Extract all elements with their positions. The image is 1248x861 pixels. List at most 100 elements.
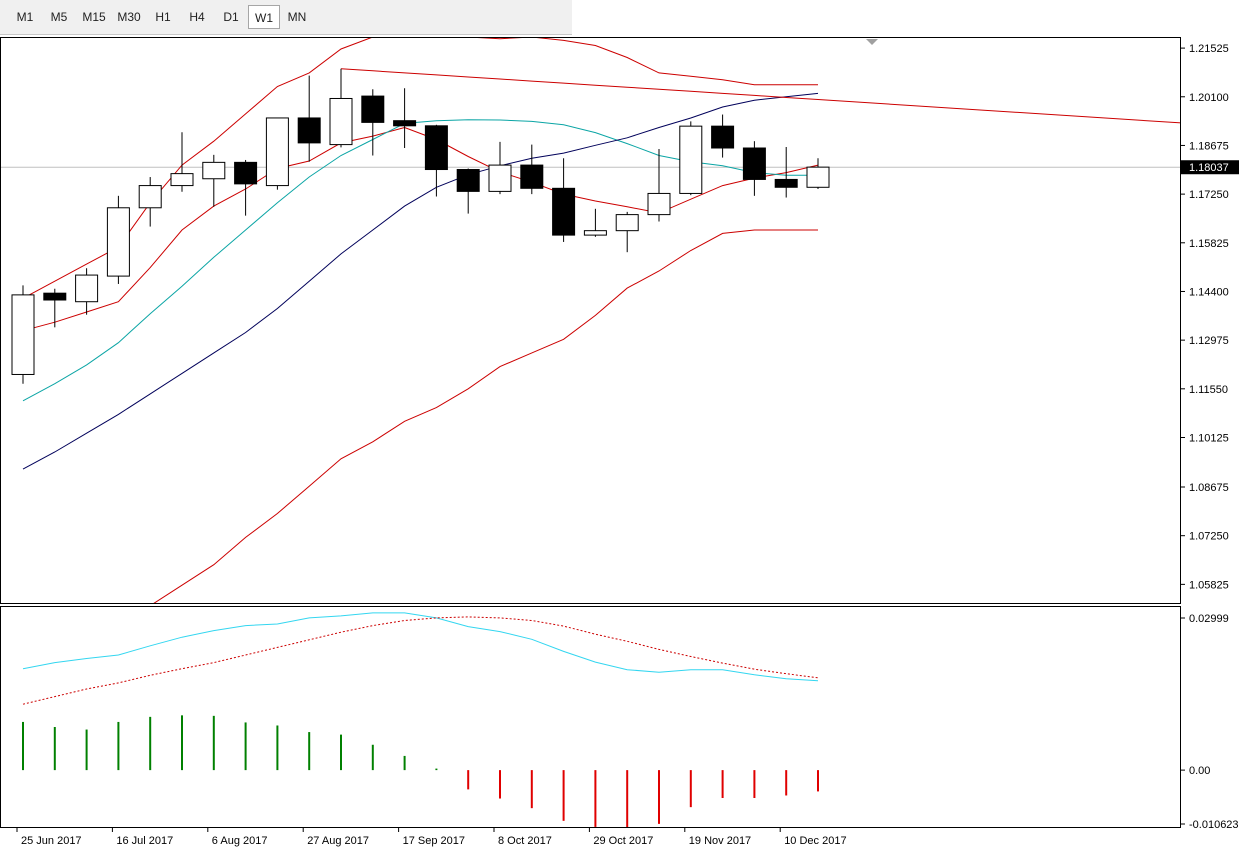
candle-body [552, 187, 576, 236]
candle[interactable] [297, 75, 321, 162]
overlay-line-0 [22, 126, 819, 332]
candle-body [456, 169, 480, 192]
timeframe-w1-button[interactable]: W1 [248, 5, 280, 29]
date-tick-label: 6 Aug 2017 [212, 835, 268, 847]
candle-body [711, 125, 735, 149]
candle[interactable] [234, 159, 258, 216]
overlay-line-4 [22, 92, 819, 470]
candle[interactable] [488, 141, 512, 195]
candle-body [647, 192, 671, 216]
candle[interactable] [11, 285, 35, 384]
oscillator-line-0 [22, 612, 819, 682]
timeframe-m30-button[interactable]: M30 [117, 10, 141, 24]
candle-body [265, 117, 289, 187]
price-tick-label: 1.15825 [1189, 238, 1229, 250]
price-tick-label: 1.12975 [1189, 335, 1229, 347]
date-tick-label: 29 Oct 2017 [593, 835, 653, 847]
candle-body [75, 274, 99, 303]
candle-body [361, 95, 385, 123]
oscillator-line-1 [22, 616, 819, 705]
candle[interactable] [711, 114, 735, 158]
candle-body [774, 178, 798, 188]
candle[interactable] [329, 68, 353, 148]
date-tick-label: 27 Aug 2017 [307, 835, 369, 847]
price-chart-svg[interactable]: 1.21525 1.20100 1.18675 1.17250 1.15825 1.144… [0, 34, 1248, 856]
price-tick-label: 1.18675 [1189, 140, 1229, 152]
candle-body [297, 117, 321, 144]
price-tick-label: 1.14400 [1189, 286, 1229, 298]
timeframe-h4-button[interactable]: H4 [189, 10, 205, 24]
candle-body [742, 147, 766, 180]
oscillator-tick-label: 0.00 [1189, 765, 1210, 777]
candle[interactable] [742, 141, 766, 196]
timeframe-h1-button[interactable]: H1 [155, 10, 171, 24]
candle[interactable] [774, 146, 798, 198]
price-pane-frame [0, 37, 1181, 604]
date-tick-label: 25 Jun 2017 [21, 835, 82, 847]
price-tick-label: 1.21525 [1189, 43, 1229, 55]
candle-body [43, 292, 67, 301]
date-tick-label: 8 Oct 2017 [498, 835, 552, 847]
candle-body [806, 166, 830, 188]
candle-body [170, 173, 194, 187]
candle[interactable] [679, 121, 703, 196]
candle[interactable] [806, 158, 830, 189]
candle-body [424, 125, 448, 171]
candle-body [520, 164, 544, 189]
price-tick-label: 1.08675 [1189, 482, 1229, 494]
candle[interactable] [456, 168, 480, 214]
axes: 1.21525 1.20100 1.18675 1.17250 1.15825 1.144… [0, 37, 1239, 847]
date-tick-label: 17 Sep 2017 [403, 835, 465, 847]
oscillator-tick-label: 0.02999 [1189, 613, 1229, 625]
candle[interactable] [138, 177, 162, 227]
candle-body [234, 161, 258, 185]
price-tick-label: 1.05825 [1189, 579, 1229, 591]
date-tick-label: 10 Dec 2017 [784, 835, 846, 847]
timeframe-m15-button[interactable]: M15 [82, 10, 106, 24]
candle-body [202, 161, 226, 180]
candle-body [615, 214, 639, 232]
chart-area[interactable]: 1.21525 1.20100 1.18675 1.17250 1.15825 1.144… [0, 34, 1248, 856]
candle-body [138, 185, 162, 209]
price-tick-label: 1.20100 [1189, 92, 1229, 104]
price-pane[interactable] [0, 34, 1181, 688]
price-tick-label: 1.17250 [1189, 189, 1229, 201]
candle[interactable] [552, 158, 576, 242]
oscillator-pane[interactable] [22, 612, 819, 829]
candle-body [583, 230, 607, 236]
timeframe-m5-button[interactable]: M5 [50, 10, 68, 24]
candle[interactable] [106, 195, 130, 284]
timeframe-toolbar: M1 M5 M15 M30 H1 H4 D1 W1 MN [0, 0, 572, 35]
candle[interactable] [647, 149, 671, 222]
oscillator-tick-label: -0.010623 [1189, 819, 1239, 831]
timeframe-m1-button[interactable]: M1 [16, 10, 34, 24]
candle-body [393, 120, 417, 127]
date-tick-label: 16 Jul 2017 [116, 835, 173, 847]
candle[interactable] [43, 288, 67, 328]
price-tick-label: 1.10125 [1189, 432, 1229, 444]
timeframe-mn-button[interactable]: MN [287, 10, 307, 24]
timeframe-d1-button[interactable]: D1 [223, 10, 239, 24]
candle[interactable] [615, 211, 639, 253]
price-tick-label: 1.11550 [1189, 384, 1228, 396]
overlay-line-5 [340, 68, 1181, 124]
date-tick-label: 19 Nov 2017 [689, 835, 751, 847]
candle-body [11, 294, 35, 375]
oscillator-pane-frame [0, 606, 1181, 828]
candle-body [106, 207, 130, 277]
price-tick-label: 1.07250 [1189, 531, 1229, 543]
candle[interactable] [520, 144, 544, 195]
candle[interactable] [75, 268, 99, 315]
candle[interactable] [202, 154, 226, 207]
overlay-line-2 [151, 229, 818, 604]
candle-body [329, 97, 353, 146]
chart-shift-marker[interactable] [866, 39, 878, 45]
candle[interactable] [424, 124, 448, 197]
current-price-tag [1181, 160, 1239, 175]
candle[interactable] [265, 117, 289, 190]
candle[interactable] [170, 132, 194, 192]
candle[interactable] [361, 89, 385, 156]
candle-body [488, 164, 512, 192]
candle[interactable] [583, 208, 607, 237]
candle[interactable] [393, 88, 417, 149]
